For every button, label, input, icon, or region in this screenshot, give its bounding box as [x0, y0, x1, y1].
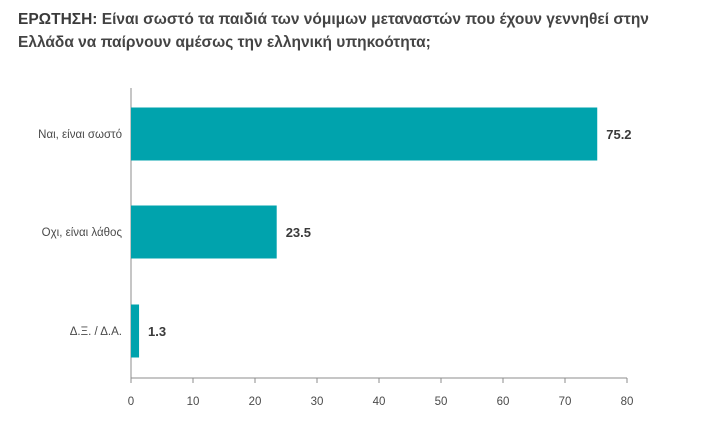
x-tick-label: 80: [621, 396, 634, 408]
x-tick-label: 50: [435, 396, 448, 408]
category-label: Δ.Ξ. / Δ.Α.: [70, 326, 122, 338]
title-lead: ΕΡΩΤΗΣΗ:: [18, 11, 98, 28]
title-question: Είναι σωστό τα παιδιά των νόμιμων μετανα…: [18, 11, 649, 51]
bar: [131, 205, 277, 259]
value-label: 75.2: [606, 127, 631, 142]
x-tick-label: 60: [497, 396, 510, 408]
category-label: Οχι, είναι λάθος: [42, 227, 123, 239]
bar: [131, 304, 140, 358]
value-label: 23.5: [286, 225, 311, 240]
x-tick-label: 70: [559, 396, 572, 408]
chart-title: ΕΡΩΤΗΣΗ: Είναι σωστό τα παιδιά των νόμιμ…: [18, 8, 698, 54]
x-tick-label: 10: [187, 396, 200, 408]
x-tick-label: 0: [128, 396, 134, 408]
x-tick-label: 20: [249, 396, 262, 408]
bar: [131, 107, 598, 161]
category-label: Ναι, είναι σωστό: [38, 129, 122, 141]
value-label: 1.3: [148, 324, 166, 339]
x-tick-label: 30: [311, 396, 324, 408]
x-tick-label: 40: [373, 396, 386, 408]
